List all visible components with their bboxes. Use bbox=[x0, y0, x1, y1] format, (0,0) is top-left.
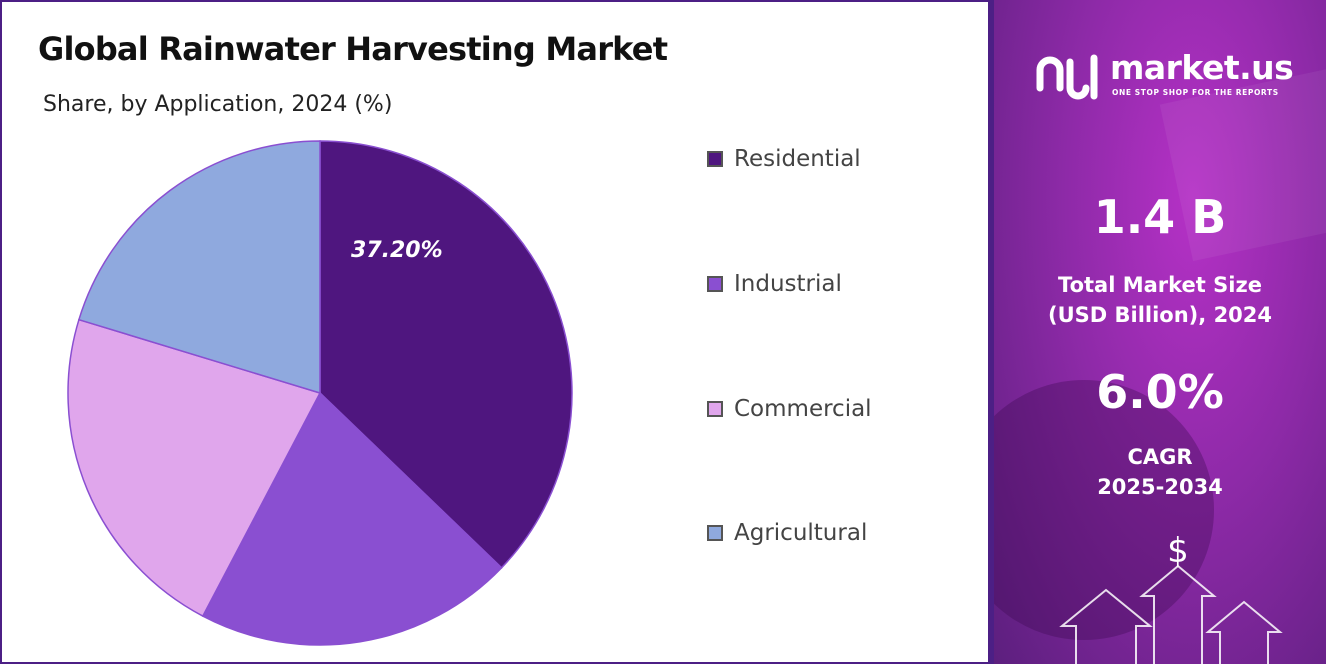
legend-swatch-commercial bbox=[707, 401, 723, 417]
legend-label-agricultural: Agricultural bbox=[734, 520, 868, 546]
legend-item-residential: Residential bbox=[707, 144, 967, 174]
market-size-label-line2: (USD Billion), 2024 bbox=[1047, 303, 1273, 327]
background-shade bbox=[994, 380, 1214, 640]
pie-slice-residential bbox=[319, 140, 573, 569]
market-us-logo: market.us ONE STOP SHOP FOR THE REPORTS bbox=[1032, 48, 1312, 104]
logo-tagline: ONE STOP SHOP FOR THE REPORTS bbox=[1112, 88, 1279, 97]
growth-arrows-icon: $ bbox=[1059, 531, 1283, 664]
legend-item-industrial: Industrial bbox=[707, 269, 967, 299]
cagr-label-line2: 2025-2034 bbox=[1097, 475, 1223, 499]
legend-swatch-residential bbox=[707, 151, 723, 167]
legend-label-commercial: Commercial bbox=[734, 396, 872, 422]
chart-subtitle: Share, by Application, 2024 (%) bbox=[43, 92, 393, 117]
market-us-logo-icon bbox=[1036, 54, 1098, 100]
pie-data-label-residential: 37.20% bbox=[351, 238, 443, 263]
cagr-label: CAGR 2025-2034 bbox=[994, 442, 1326, 502]
pie-slice-commercial bbox=[67, 318, 322, 618]
chart-title: Global Rainwater Harvesting Market bbox=[38, 30, 668, 68]
legend-label-industrial: Industrial bbox=[734, 271, 842, 297]
cagr-label-line1: CAGR bbox=[1127, 445, 1193, 469]
cagr-value: 6.0% bbox=[1096, 365, 1224, 419]
legend-item-agricultural: Agricultural bbox=[707, 518, 967, 548]
legend-swatch-agricultural bbox=[707, 525, 723, 541]
legend-label-residential: Residential bbox=[734, 146, 861, 172]
pie-chart: 37.20% bbox=[67, 140, 573, 646]
summary-sidebar: market.us ONE STOP SHOP FOR THE REPORTS … bbox=[994, 0, 1326, 664]
pie-slice-industrial bbox=[201, 391, 503, 646]
market-size-label: Total Market Size (USD Billion), 2024 bbox=[994, 270, 1326, 330]
pie-slice-agricultural bbox=[77, 140, 321, 395]
panel-divider bbox=[988, 0, 994, 664]
logo-name: market.us bbox=[1110, 48, 1294, 87]
legend-item-commercial: Commercial bbox=[707, 394, 967, 424]
legend-swatch-industrial bbox=[707, 276, 723, 292]
market-size-label-line1: Total Market Size bbox=[1058, 273, 1262, 297]
market-size-value: 1.4 B bbox=[1093, 190, 1227, 244]
dollar-symbol: $ bbox=[1167, 531, 1189, 571]
